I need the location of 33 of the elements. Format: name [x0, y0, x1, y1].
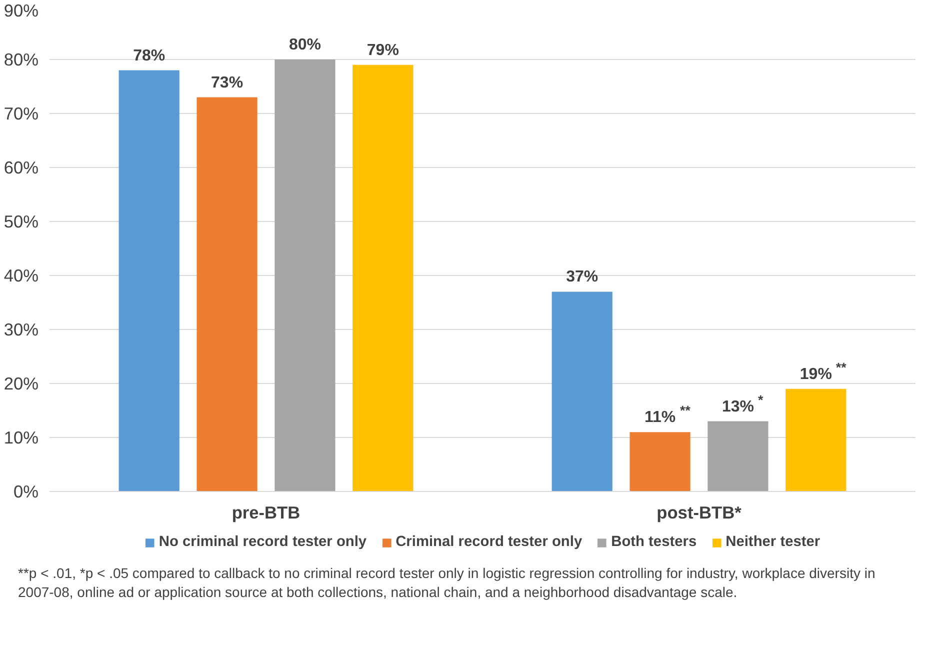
data-label: 80%	[288, 36, 321, 54]
x-tick-label: pre-BTB	[232, 502, 300, 522]
bar	[118, 70, 180, 492]
text: **p < .01, *p < .05 compared to callback to no criminal record tester only in logistic regression controlling for industry, workplace diversity in 2007-08, online ad or application source at both collections, national chain, and a neighborhood disadvantage scale.	[18, 564, 876, 602]
bar	[274, 60, 336, 492]
legend-label: Both testers	[611, 534, 697, 550]
bar	[196, 97, 258, 492]
data-label: 78%	[133, 47, 166, 64]
data-label: 73%	[211, 74, 244, 92]
y-tick-label: 10%	[4, 428, 39, 448]
y-tick-label: 30%	[4, 320, 39, 340]
bar	[552, 292, 612, 492]
y-tick-label: 80%	[4, 50, 39, 70]
data-label: 19%**	[800, 360, 848, 383]
bar	[630, 432, 690, 492]
bar	[352, 64, 414, 492]
x-tick-label: post-BTB*	[656, 502, 742, 522]
y-tick-label: 50%	[4, 212, 39, 232]
y-tick-label: 40%	[4, 266, 39, 286]
y-tick-label: 0%	[13, 482, 38, 502]
bar	[708, 421, 768, 492]
data-label: 13%*	[722, 392, 764, 416]
data-label: 79%	[366, 42, 399, 59]
data-label: 11%**	[644, 403, 692, 426]
data-label: 37%	[566, 268, 598, 286]
y-tick-label: 20%	[4, 374, 39, 394]
legend-label: Neither tester	[726, 534, 820, 550]
y-tick-label: 90%	[4, 0, 39, 20]
legend-label: No criminal record tester only	[158, 534, 367, 550]
y-tick-label: 60%	[4, 158, 39, 178]
legend-label: Criminal record tester only	[396, 534, 582, 550]
y-tick-label: 70%	[4, 104, 39, 124]
bar	[786, 388, 846, 492]
